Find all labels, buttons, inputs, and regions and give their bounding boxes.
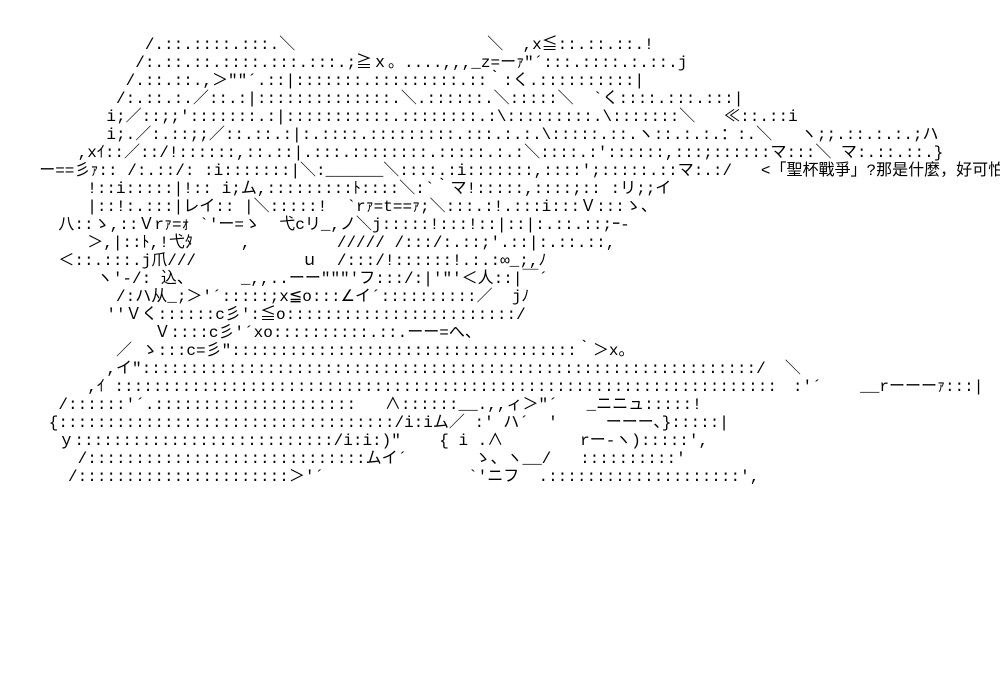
ascii-art: /.::.::::.:::.＼ ＼ ,x≦::.::.::.! /:.::.::… xyxy=(20,36,1000,486)
main-container: /.::.::::.:::.＼ ＼ ,x≦::.::.::.! /:.::.::… xyxy=(20,20,980,502)
